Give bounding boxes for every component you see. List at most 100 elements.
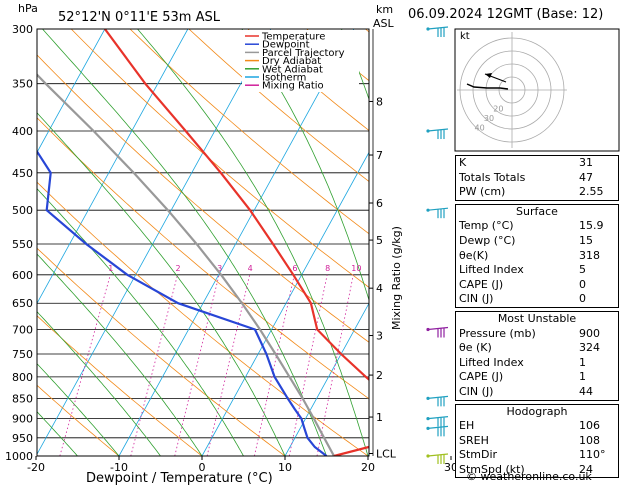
wet-adiabat-line [241,29,369,302]
index-row: CIN (J) 44 [456,385,618,400]
index-label: CIN (J) [459,292,494,306]
index-value: 47 [579,170,593,184]
km-tick-label: LCL [376,448,397,461]
legend-entry: Parcel Trajectory [262,48,345,59]
pressure-tick-label: 500 [12,204,33,217]
indices-box: K 31 Totals Totals 47 PW (cm) 2.55 [455,155,619,201]
mixing-ratio-line [59,274,111,456]
wind-barb-dot [426,396,430,400]
index-label: Temp (°C) [459,219,514,233]
index-label: Dewp (°C) [459,233,516,247]
wind-barb-dot [426,129,430,133]
pressure-tick-label: 800 [12,371,33,384]
most-unstable-box: Most Unstable Pressure (mb) 900 θe (K) 324 Li… [455,310,619,401]
km-tick-label: 7 [376,149,383,162]
wet-adiabat-line [37,363,120,456]
index-value: 110° [579,448,606,462]
index-label: Totals Totals [459,170,526,184]
wet-adiabat-line [137,29,369,456]
km-tick-label: 1 [376,411,383,424]
asl-label: ASL [373,17,395,30]
section-title: Most Unstable [497,311,577,325]
wind-barb-dot [426,454,430,458]
index-value: 0 [579,277,586,291]
hodograph-unit-label: kt [460,31,470,42]
index-value: 31 [579,156,593,169]
temperature-tick-label: 10 [278,461,292,474]
plot-frame [36,28,370,457]
hodograph-trace [466,83,509,90]
index-label: CAPE (J) [459,277,504,291]
isotherm-line [37,29,106,154]
index-row: Dewp (°C) 15 [456,234,618,249]
index-label: CAPE (J) [459,370,504,384]
section-title: Hodograph [506,404,568,418]
temperature-tick-label: 20 [361,461,375,474]
pressure-tick-label: 550 [12,238,33,251]
index-row: CAPE (J) 1 [456,370,618,385]
wind-barb-dot [426,327,430,332]
index-row: Temp (°C) 15.9 [456,219,618,234]
credit-label: © weatheronline.co.uk [466,470,592,483]
index-label: Pressure (mb) [459,326,536,340]
mixing-ratio-label: 3 [217,264,222,273]
index-value: 324 [579,341,600,355]
mixing-ratio-line [206,274,251,456]
x-axis-label: Dewpoint / Temperature (°C) [86,471,273,486]
index-label: StmSpd (kt) [459,462,525,476]
index-label: Lifted Index [459,355,524,369]
mixing-ratio-label: 20 [436,264,446,273]
wet-adiabat-line [37,112,286,456]
hodograph-ring-label: 20 [493,105,503,114]
pressure-tick-label: 450 [12,167,33,180]
legend-background [242,30,359,92]
pressure-tick-label: 300 [12,23,33,36]
wind-barb-dot [426,426,430,430]
index-row: θe(K) 318 [456,249,618,264]
hodograph-ring-label: 40 [475,123,485,132]
temperature-tick-label: 0 [199,461,206,474]
km-tick-label: 3 [376,330,383,343]
dry-adiabat-line [37,181,369,456]
index-label: Lifted Index [459,263,524,277]
isotherm-line [37,29,189,305]
index-row: CIN (J) 0 [456,292,618,307]
pressure-tick-label: 950 [12,432,33,445]
index-value: 5 [579,263,586,277]
mixing-ratio-line [254,274,295,456]
index-value: 24 [579,462,593,476]
index-value: 15.9 [579,219,604,233]
pressure-tick-label: 1000 [5,450,33,463]
dry-adiabat-line [37,384,120,456]
index-row: Lifted Index 5 [456,263,618,278]
pressure-tick-label: 900 [12,413,33,426]
index-label: EH [459,419,475,433]
pressure-tick-label: 350 [12,78,33,91]
index-value: 1 [579,355,586,369]
index-row: PW (cm) 2.55 [456,185,618,200]
dry-adiabat-line [129,29,369,235]
pressure-tick-label: 650 [12,297,33,310]
top-left-unit: hPa [18,2,38,15]
wet-adiabat-line [37,311,161,456]
legend-entry: Isotherm [262,73,306,84]
isotherm-line [284,302,369,456]
km-tick-label: 4 [376,282,383,295]
dry-adiabat-line [37,315,203,456]
mixing-ratio-axis-label: Mixing Ratio (g/kg) [390,226,403,330]
index-label: θe(K) [459,248,489,262]
index-value: 0 [579,292,586,306]
pressure-tick-label: 400 [12,125,33,138]
index-label: PW (cm) [459,185,506,199]
surface-box: Surface Temp (°C) 15.9 Dewp (°C) 15 θe(K) 318 L… [455,203,619,308]
wind-barb-dot [426,417,430,421]
km-tick-label: 5 [376,234,383,247]
index-value: 900 [579,326,600,340]
km-tick-label: 6 [376,197,383,210]
mixing-ratio-label: 4 [248,264,253,273]
mixing-ratio-line [174,274,220,456]
index-row: EH 106 [456,419,618,434]
index-label: CIN (J) [459,384,494,398]
parcel-trajectory-line [37,73,335,456]
pressure-tick-label: 750 [12,348,33,361]
